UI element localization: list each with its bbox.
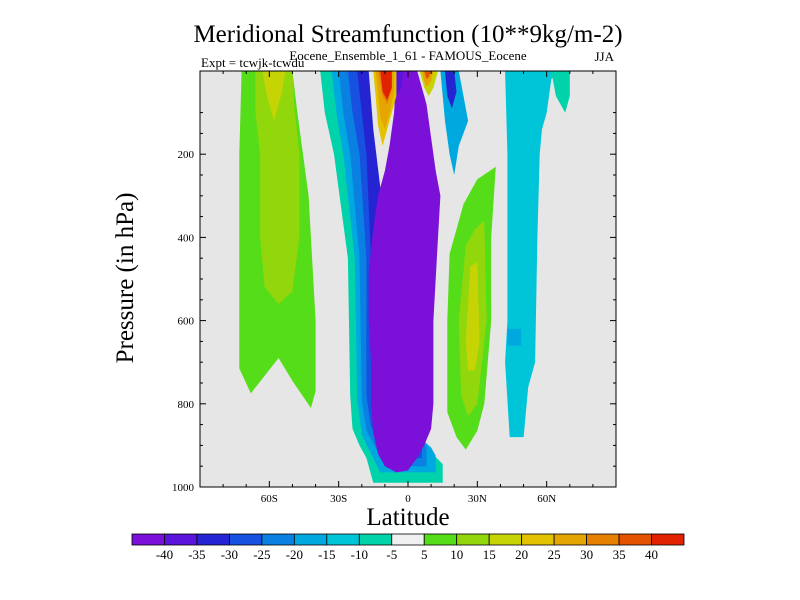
colorbar-label: 15 [483, 547, 496, 562]
colorbar-swatch [488, 533, 523, 546]
contour-region-eq-upper-positive-core [421, 71, 434, 88]
contour-fill-layer [239, 71, 570, 483]
colorbar-swatch [391, 533, 425, 546]
colorbar-label: -25 [253, 547, 270, 562]
colorbar-swatch [651, 533, 685, 546]
colorbar-swatch [261, 533, 295, 546]
axis-ticks: 60S 30S 0 30N 60N 200 400 600 800 1000 [172, 71, 617, 505]
colorbar-label: -15 [318, 547, 335, 562]
contour-region-nh-negative-patch [507, 328, 522, 346]
colorbar-swatch [131, 533, 165, 546]
contour-region-polar-positive-strip [551, 71, 570, 113]
contour-region-eq-upper-positive-red [424, 71, 432, 80]
y-tick-label: 600 [178, 316, 195, 328]
colorbar-swatch [293, 533, 328, 546]
x-tick-label: 60S [261, 493, 278, 505]
x-tick-label: 30S [330, 493, 347, 505]
colorbar-swatch [358, 533, 393, 546]
colorbar-label: 5 [421, 547, 428, 562]
colorbar-legend: -40 -35 -30 -25 -20 -15 -10 -5 5 10 15 20 25 30 35 40 [131, 533, 685, 562]
contour-region-nh-inner-positive [255, 71, 300, 304]
colorbar-label: 20 [515, 547, 528, 562]
colorbar-swatch [423, 533, 458, 546]
colorbar-swatch [229, 533, 263, 546]
colorbar-swatch [164, 533, 198, 546]
contour-region-ne-positive-center [465, 262, 480, 371]
colorbar-swatch [326, 533, 360, 546]
colorbar-label: -5 [386, 547, 397, 562]
colorbar-label: 35 [613, 547, 626, 562]
x-tick-label: 60N [537, 493, 556, 505]
y-tick-label: 400 [178, 232, 195, 244]
colorbar-swatch [196, 533, 230, 546]
x-tick-label: 30N [468, 493, 487, 505]
colorbar-label: 30 [580, 547, 593, 562]
colorbar-label: -40 [156, 547, 173, 562]
contour-region-main-cell-negative [368, 71, 441, 473]
contour-region-nh-upper-negative [440, 71, 469, 175]
colorbar-swatch [553, 533, 587, 546]
colorbar-label: 40 [645, 547, 658, 562]
chart-subtitle: Eocene_Ensemble_1_61 - FAMOUS_Eocene [289, 48, 527, 63]
x-tick-label: 0 [405, 493, 411, 505]
contour-region-sh-ring-negative-3 [347, 71, 422, 462]
x-axis-title: Latitude [366, 504, 449, 531]
y-tick-label: 200 [178, 149, 195, 161]
y-tick-label: 1000 [172, 482, 195, 494]
y-tick-label: 800 [178, 399, 195, 411]
colorbar-label: -30 [221, 547, 238, 562]
contour-region-nh-core-positive [262, 71, 286, 121]
colorbar-swatch [456, 533, 490, 546]
chart-title: Meridional Streamfunction (10**9kg/m-2) [193, 21, 622, 48]
season-label: JJA [594, 49, 614, 64]
contour-region-tropical-neg-tongue [396, 71, 404, 96]
colorbar-label: -10 [351, 547, 368, 562]
colorbar-swatch [618, 533, 652, 546]
colorbar-label: 10 [450, 547, 463, 562]
y-axis-title: Pressure (in hPa) [112, 193, 139, 364]
colorbar-swatch [586, 533, 620, 546]
experiment-label: Expt = tcwjk-tcwdu [201, 55, 305, 70]
colorbar-label: -20 [286, 547, 303, 562]
colorbar-swatch [521, 533, 555, 546]
contour-region-sh-upper-positive-core [380, 71, 392, 101]
colorbar-label: 25 [548, 547, 561, 562]
colorbar-label: -35 [188, 547, 205, 562]
contour-region-nh-upper-negative-core [445, 71, 457, 109]
